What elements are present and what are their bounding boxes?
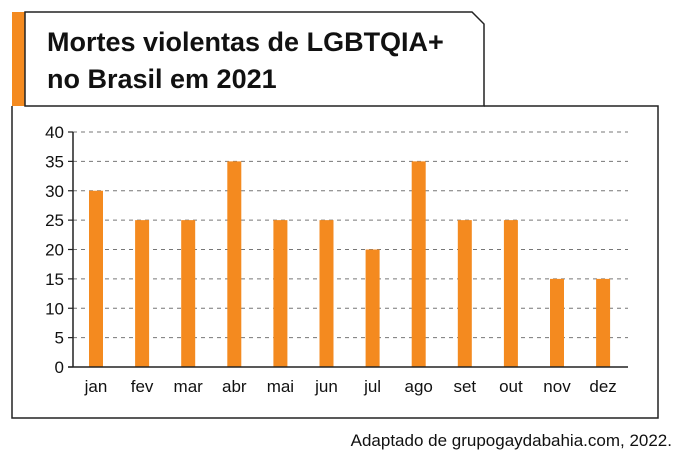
y-tick-label-30: 30 xyxy=(45,182,64,201)
source-note: Adaptado de grupogaydabahia.com, 2022. xyxy=(351,431,672,450)
title-box xyxy=(24,11,485,107)
axes xyxy=(68,131,628,368)
bar-dez xyxy=(596,278,611,367)
x-category-label-mar: mar xyxy=(174,377,204,396)
x-category-label-jun: jun xyxy=(314,377,338,396)
y-tick-labels: 0 5 10 15 20 25 30 35 40 xyxy=(45,123,64,377)
bar-jan xyxy=(89,190,103,367)
bar-mai xyxy=(273,220,288,367)
bar-fev xyxy=(135,220,150,367)
x-category-label-abr: abr xyxy=(222,377,247,396)
y-tick-label-35: 35 xyxy=(45,152,64,171)
x-category-label-out: out xyxy=(499,377,523,396)
chart-title-line-2: no Brasil em 2021 xyxy=(47,64,277,94)
bar-mar xyxy=(181,220,196,367)
bar-set xyxy=(457,220,472,367)
x-category-labels: jan fev mar abr mai jun jul ago set out nov dez xyxy=(84,377,617,396)
x-category-label-jan: jan xyxy=(84,377,108,396)
grid-lines xyxy=(73,131,628,339)
bar-abr xyxy=(227,161,242,367)
y-tick-label-5: 5 xyxy=(55,329,64,348)
bar-jun xyxy=(319,220,334,367)
bar-jul xyxy=(365,249,380,367)
x-category-label-dez: dez xyxy=(589,377,616,396)
x-category-label-ago: ago xyxy=(405,377,433,396)
y-tick-label-0: 0 xyxy=(55,358,64,377)
bars xyxy=(89,161,611,367)
chart-title-line-1: Mortes violentas de LGBTQIA+ xyxy=(47,27,444,57)
y-tick-label-20: 20 xyxy=(45,241,64,260)
bar-out xyxy=(503,220,518,367)
bar-nov xyxy=(550,278,564,367)
title-accent-bar xyxy=(12,12,25,106)
x-category-label-jul: jul xyxy=(363,377,381,396)
y-tick-label-15: 15 xyxy=(45,270,64,289)
y-tick-label-10: 10 xyxy=(45,299,64,318)
bar-ago xyxy=(411,161,426,367)
y-tick-label-40: 40 xyxy=(45,123,64,142)
plot-frame xyxy=(11,105,659,419)
x-category-label-nov: nov xyxy=(543,377,571,396)
x-category-label-fev: fev xyxy=(131,377,154,396)
x-category-label-mai: mai xyxy=(267,377,294,396)
x-category-label-set: set xyxy=(453,377,476,396)
y-tick-label-25: 25 xyxy=(45,211,64,230)
